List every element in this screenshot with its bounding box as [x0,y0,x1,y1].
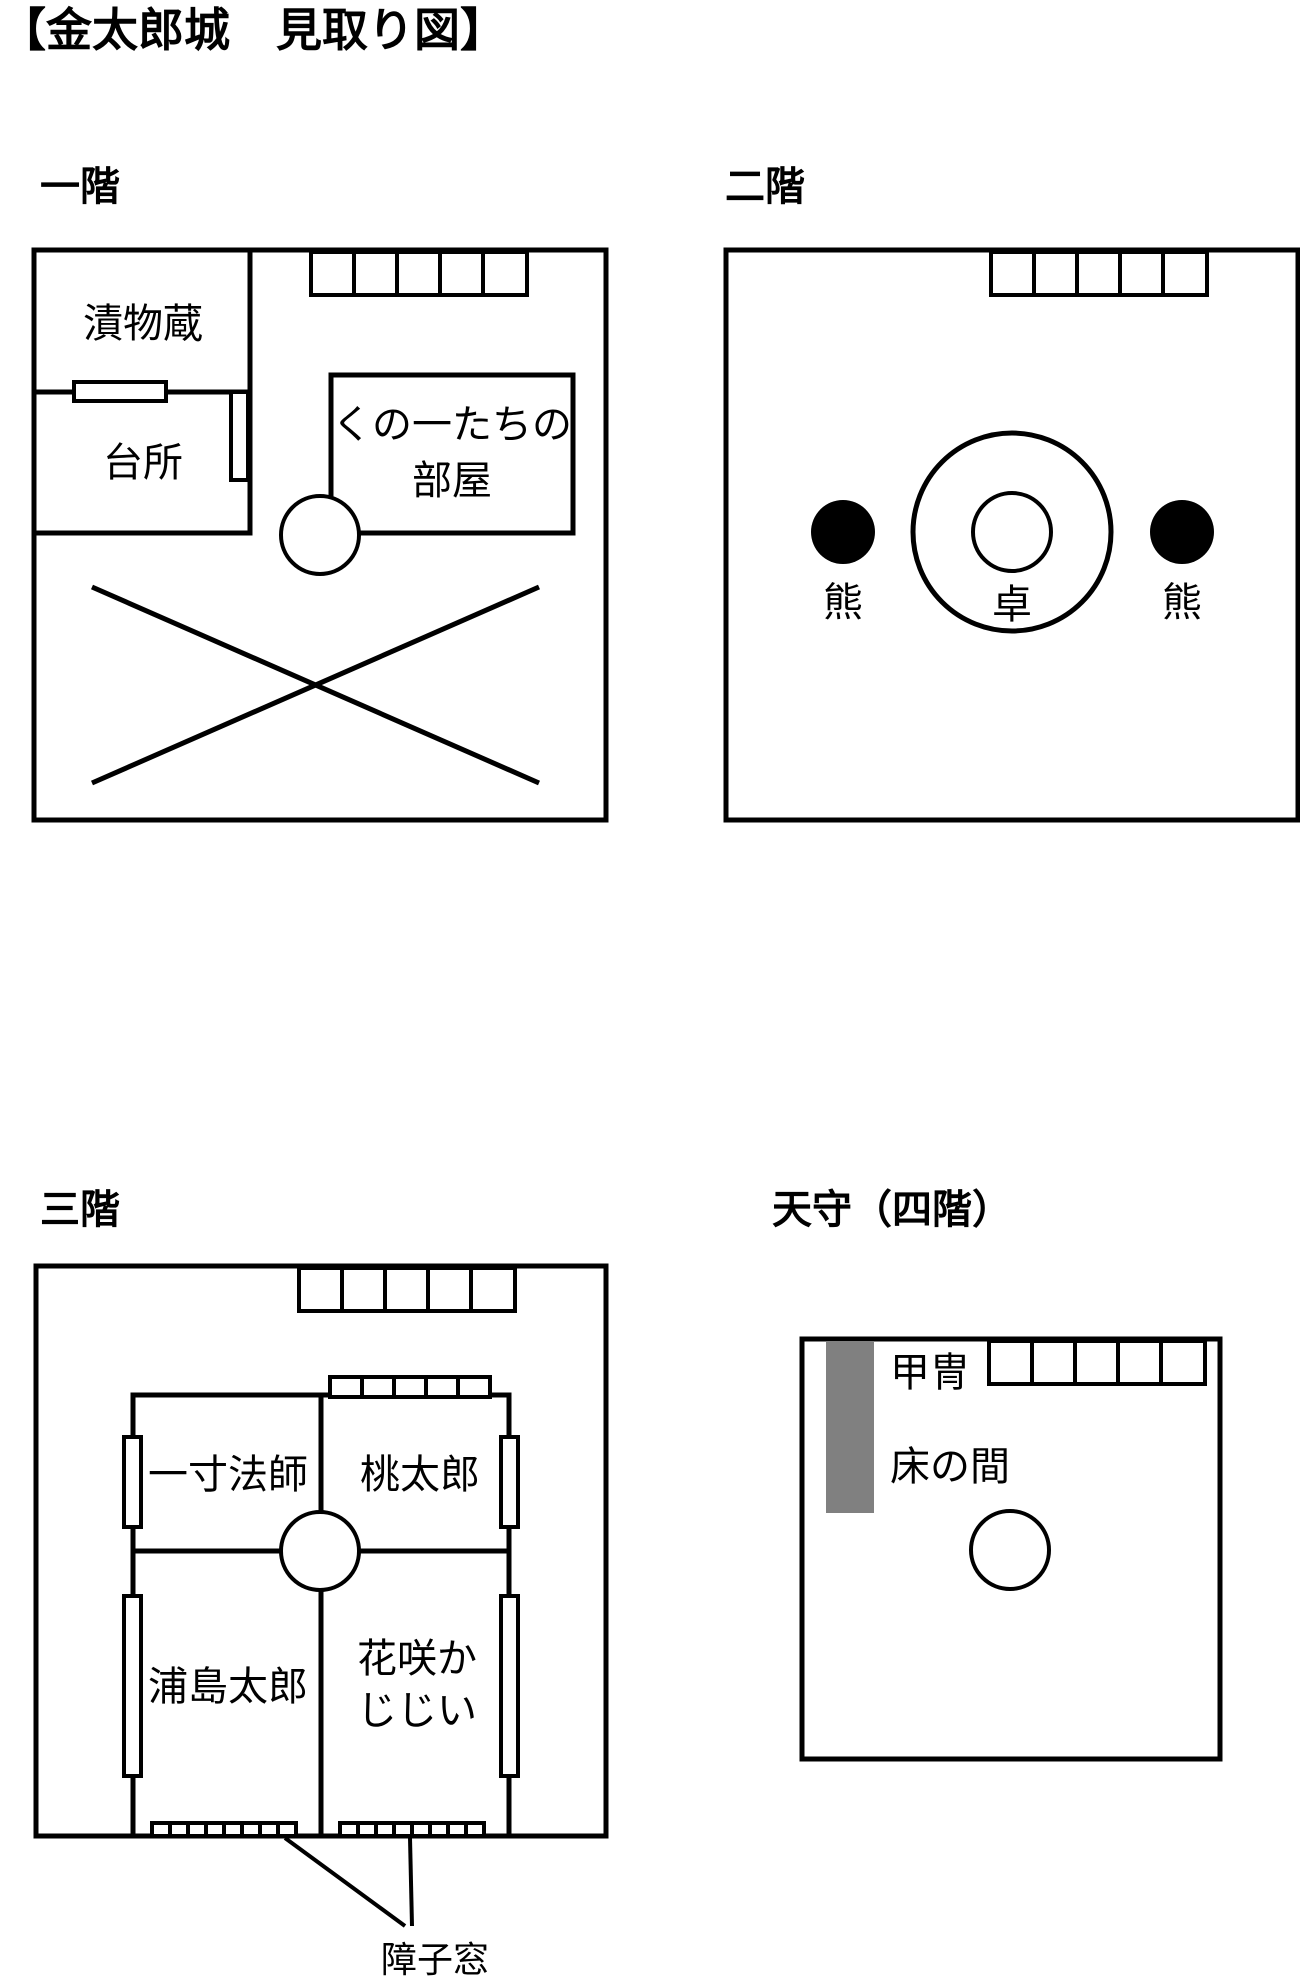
floor-4-pillar [969,1509,1051,1591]
shoji-window-left [150,1821,298,1838]
room-tsukemonogura: 漬物蔵 [83,301,203,347]
shoji-window-right [338,1821,486,1838]
floor-1-side-window [229,390,250,482]
room-kunoichi-box [328,372,576,536]
shoji-callout-line-right [408,1837,414,1927]
room-hanasaka-line2: じじい [357,1688,477,1734]
floor-3-window-left-lower [122,1594,143,1778]
floor-4-label: 天守（四階） [772,1187,1012,1233]
floor-3-window-right-lower [499,1594,520,1778]
floor-2-outer-ring [910,430,1114,634]
room-daidokoro: 台所 [103,440,183,486]
room-hanasaka-line1: 花咲か [357,1636,477,1682]
bear-left-marker [811,500,875,564]
floor-1: 一階 漬物蔵 台所 くの一たちの 部屋 [31,164,609,823]
armor-label: 甲冑 [890,1350,970,1396]
bear-right-label: 熊 [1162,580,1202,626]
room-kunoichi-line2: 部屋 [412,458,492,504]
alcove-label: 床の間 [890,1444,1010,1490]
floor-1-cross-line-b [90,584,541,786]
floor-1-inner-wall [36,252,253,536]
floor-1-label: 一階 [40,164,120,210]
floor-3: 三階 [33,1187,609,1977]
bear-left-label: 熊 [823,580,863,626]
floor-3-pillar [279,1510,361,1592]
floor-3-top-window [297,1266,517,1313]
floor-1-kitchen-window [72,380,168,403]
floor-2-label: 二階 [725,164,805,210]
bear-right-marker [1150,500,1214,564]
floor-3-label: 三階 [40,1187,120,1233]
room-urashima-taro: 浦島太郎 [148,1664,308,1710]
page-title: 【金太郎城 見取り図】 [0,3,506,57]
floor-2-table-label: 卓 [992,582,1032,628]
floor-4: 天守（四階） 甲冑 床の間 [772,1187,1223,1762]
floor-2: 二階 卓 熊 熊 [723,164,1300,823]
floor-1-top-window [309,250,529,297]
floor-4-top-window [987,1339,1207,1386]
floor-3-window-left-upper [122,1435,143,1529]
floor-3-window-right-upper [499,1435,520,1529]
shoji-label: 障子窓 [381,1940,489,1977]
room-momotaro: 桃太郎 [360,1452,480,1498]
floor-3-inner-top-window [328,1375,492,1399]
floor-1-pillar [279,494,361,576]
floor-2-top-window [989,250,1209,297]
floor-2-table-circle [971,491,1053,573]
room-kunoichi-line1: くの一たちの [332,402,572,448]
shoji-callout-line-left [283,1836,407,1928]
tokonoma-alcove [826,1341,874,1513]
room-issun-boshi: 一寸法師 [148,1452,308,1498]
